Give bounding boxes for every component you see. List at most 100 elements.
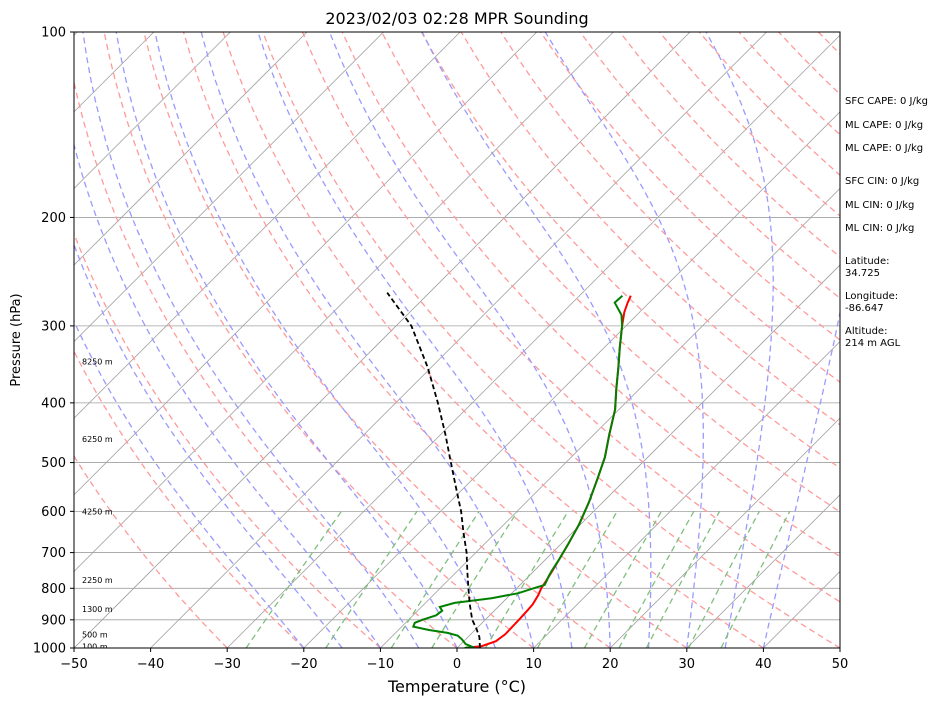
isotherm-line <box>74 32 231 189</box>
x-tick-label: 40 <box>755 657 772 672</box>
height-label: 500 m <box>82 630 108 639</box>
x-tick-label: −40 <box>137 657 164 672</box>
dry-adiabat <box>74 79 458 648</box>
moist-adiabat <box>154 32 496 648</box>
y-tick-label: 100 <box>41 26 66 41</box>
moist-adiabat <box>421 32 652 648</box>
isotherm-line <box>74 32 614 572</box>
isotherm-line <box>609 417 840 648</box>
x-tick-label: −30 <box>213 657 240 672</box>
moist-adiabat <box>257 32 573 648</box>
mixing-ratio-line <box>245 510 342 648</box>
stats-panel: SFC CAPE: 0 J/kg ML CAPE: 0 J/kg ML CAPE: … <box>845 96 928 349</box>
moist-adiabat <box>115 32 458 648</box>
moist-adiabat <box>82 32 420 648</box>
x-axis: −50 −40 −30 −20 −10 0 10 20 30 40 50 <box>60 648 848 672</box>
isotherm-line <box>74 32 308 266</box>
dry-adiabat <box>74 349 305 648</box>
y-tick-label: 300 <box>41 319 66 334</box>
y-tick-label: 700 <box>41 546 66 561</box>
y-tick-label: 800 <box>41 582 66 597</box>
stats-line: Altitude: <box>845 326 887 337</box>
stats-line: ML CAPE: 0 J/kg <box>845 143 923 154</box>
x-tick-label: 50 <box>832 657 849 672</box>
dry-adiabat <box>182 32 688 648</box>
mixing-ratio-line <box>325 510 418 648</box>
y-tick-label: 1000 <box>33 642 66 657</box>
stats-line: SFC CAPE: 0 J/kg <box>845 96 928 107</box>
height-label: 4250 m <box>82 507 113 516</box>
plot-area: 100 m 500 m 1300 m 2250 m 4250 m 6250 m 8250 m <box>74 32 840 652</box>
mixing-ratio-line <box>484 510 569 648</box>
isotherm-line <box>74 32 691 648</box>
isotherm-line <box>150 32 767 648</box>
mixing-ratio-lines <box>245 510 791 648</box>
dry-adiabat <box>262 32 840 648</box>
mixing-ratio-line <box>390 510 480 648</box>
mixing-ratio-line <box>645 510 721 648</box>
stats-line: Latitude: <box>845 256 890 267</box>
stats-line: ML CIN: 0 J/kg <box>845 200 914 211</box>
stats-line: -86.647 <box>845 303 884 314</box>
height-label: 1300 m <box>82 605 113 614</box>
stats-line: ML CAPE: 0 J/kg <box>845 120 923 131</box>
y-axis-label: Pressure (hPa) <box>9 293 24 386</box>
dry-adiabat <box>103 32 534 648</box>
isotherm-line <box>686 494 840 648</box>
moist-adiabat <box>762 309 840 648</box>
stats-line: ML CIN: 0 J/kg <box>845 223 914 234</box>
isotherm-lines <box>74 32 840 648</box>
mixing-ratio-line <box>583 510 662 648</box>
x-tick-label: −10 <box>367 657 394 672</box>
dry-adiabat <box>579 32 840 300</box>
sounding-series <box>386 292 632 648</box>
x-tick-label: 0 <box>453 657 461 672</box>
isotherm-line <box>303 111 840 648</box>
stats-line: 34.725 <box>845 268 880 279</box>
series-line-1 <box>411 294 624 648</box>
stats-line: SFC CIN: 0 J/kg <box>845 176 919 187</box>
isobar-gridlines <box>74 32 840 648</box>
x-tick-label: 10 <box>525 657 542 672</box>
x-tick-label: 20 <box>602 657 619 672</box>
x-tick-label: 30 <box>679 657 696 672</box>
y-axis: 1000 900 800 700 600 500 400 300 200 100 <box>33 26 74 657</box>
y-tick-label: 500 <box>41 456 66 471</box>
moist-adiabat <box>544 32 704 648</box>
dry-adiabat <box>143 32 611 648</box>
dry-adiabat <box>74 231 381 648</box>
x-tick-label: −50 <box>60 657 87 672</box>
height-label: 2250 m <box>82 576 113 585</box>
y-tick-label: 900 <box>41 613 66 628</box>
series-line-2 <box>386 292 481 648</box>
dry-adiabat-lines <box>74 32 840 648</box>
mixing-ratio-line <box>431 510 519 648</box>
x-tick-label: −20 <box>290 657 317 672</box>
height-label: 8250 m <box>82 358 113 367</box>
height-label: 100 m <box>82 643 108 652</box>
chart-title: 2023/02/03 02:28 MPR Sounding <box>325 9 588 28</box>
isotherm-line <box>380 187 840 648</box>
moist-adiabat <box>705 32 774 648</box>
height-label: 6250 m <box>82 435 113 444</box>
isotherm-line <box>456 264 840 648</box>
mixing-ratio-line <box>688 510 760 648</box>
isotherm-line <box>74 32 461 419</box>
mixing-ratio-line <box>618 510 695 648</box>
height-labels: 100 m 500 m 1300 m 2250 m 4250 m 6250 m 8250 m <box>82 358 113 652</box>
moist-adiabat-lines <box>74 32 840 648</box>
moist-adiabat <box>200 32 535 648</box>
moist-adiabat <box>74 142 381 648</box>
y-tick-label: 200 <box>41 211 66 226</box>
isotherm-line <box>226 34 840 648</box>
moist-adiabat <box>74 242 343 648</box>
y-tick-label: 600 <box>41 505 66 520</box>
isotherm-line <box>74 32 384 343</box>
isotherm-line <box>533 341 840 648</box>
isotherm-line <box>74 32 538 496</box>
stats-line: 214 m AGL <box>845 338 901 349</box>
mixing-ratio-line <box>536 510 618 648</box>
mixing-ratio-line <box>720 510 791 648</box>
